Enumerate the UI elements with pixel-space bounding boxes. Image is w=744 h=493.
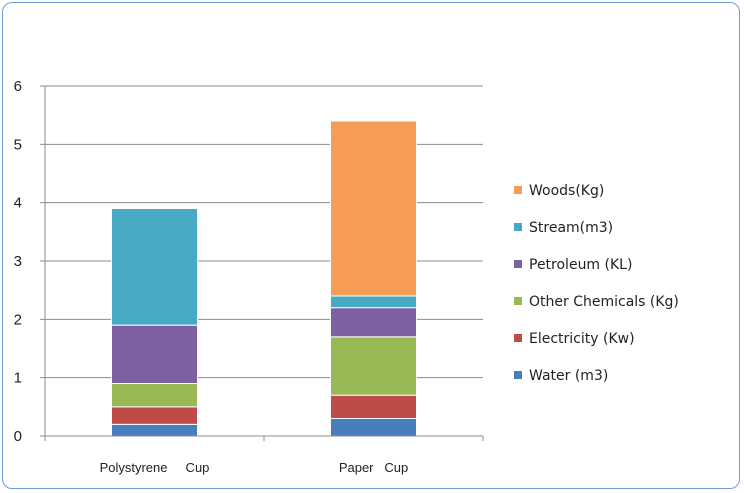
axes: 0 1 2 3 4 5 6 Polystyrene Cup Paper Cup	[14, 78, 484, 475]
legend-swatch	[514, 297, 522, 305]
bar-segment-1-4	[111, 324, 198, 384]
legend-label: Electricity (Kw)	[529, 331, 635, 347]
y-tick-label: 4	[14, 195, 22, 212]
legend-label: Water (m3)	[529, 368, 608, 384]
legend-label: Petroleum (KL)	[529, 257, 632, 273]
bar-segment-2-6	[330, 120, 417, 297]
bar-segment-1-1	[111, 423, 198, 437]
bar-segment-2-5	[330, 295, 417, 309]
bar-segment-1-5	[111, 208, 198, 326]
x-category-label: Polystyrene Cup	[100, 460, 210, 475]
bars	[111, 120, 417, 437]
x-category-label: Paper Cup	[339, 460, 408, 475]
legend-swatch	[514, 223, 522, 231]
y-tick-label: 0	[14, 428, 22, 445]
bar-segment-2-1	[330, 418, 417, 437]
y-tick-label: 6	[14, 78, 22, 95]
legend-label: Woods(Kg)	[529, 183, 604, 199]
legend-swatch	[514, 371, 522, 379]
bar-segment-1-2	[111, 406, 198, 425]
gridlines	[45, 85, 483, 379]
y-tick-label: 1	[14, 370, 22, 387]
y-tick-label: 3	[14, 253, 22, 270]
bar-segment-2-4	[330, 307, 417, 338]
legend-label: Stream(m3)	[529, 220, 613, 236]
legend-swatch	[514, 334, 522, 342]
legend-swatch	[514, 186, 522, 194]
y-tick-label: 5	[14, 136, 22, 153]
bar-segment-2-2	[330, 394, 417, 419]
bar-segment-1-3	[111, 383, 198, 408]
y-tick-label: 2	[14, 311, 22, 328]
legend: Woods(Kg) Stream(m3) Petroleum (KL) Other C…	[514, 183, 679, 384]
legend-swatch	[514, 260, 522, 268]
legend-label: Other Chemicals (Kg)	[529, 294, 679, 310]
bar-segment-2-3	[330, 336, 417, 396]
